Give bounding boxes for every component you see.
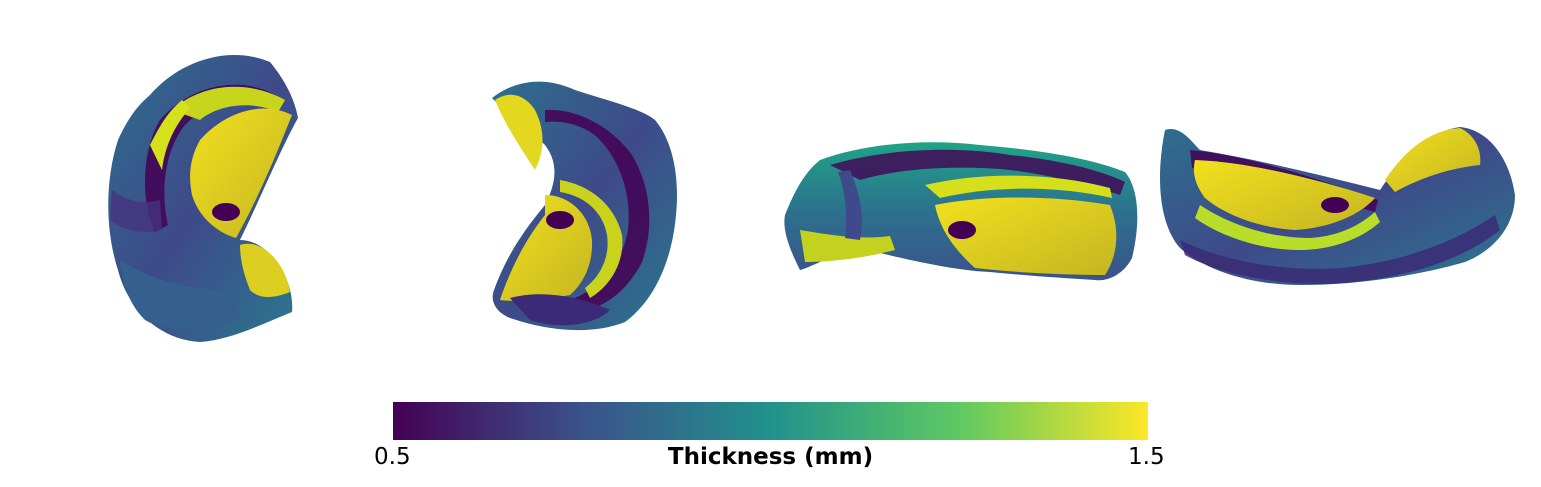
- colorbar-title: Thickness (mm): [667, 444, 874, 470]
- surface-view-4: [1160, 127, 1515, 285]
- surface-view-2: [492, 81, 678, 331]
- colorbar-max-label: 1.5: [1128, 444, 1165, 470]
- colorbar-title-wrap: Thickness (mm): [393, 444, 1148, 470]
- surface-view-3: [784, 142, 1138, 281]
- colorbar: [393, 402, 1148, 440]
- surface-view-1: [108, 54, 298, 342]
- colorbar-min-label: 0.5: [374, 444, 411, 470]
